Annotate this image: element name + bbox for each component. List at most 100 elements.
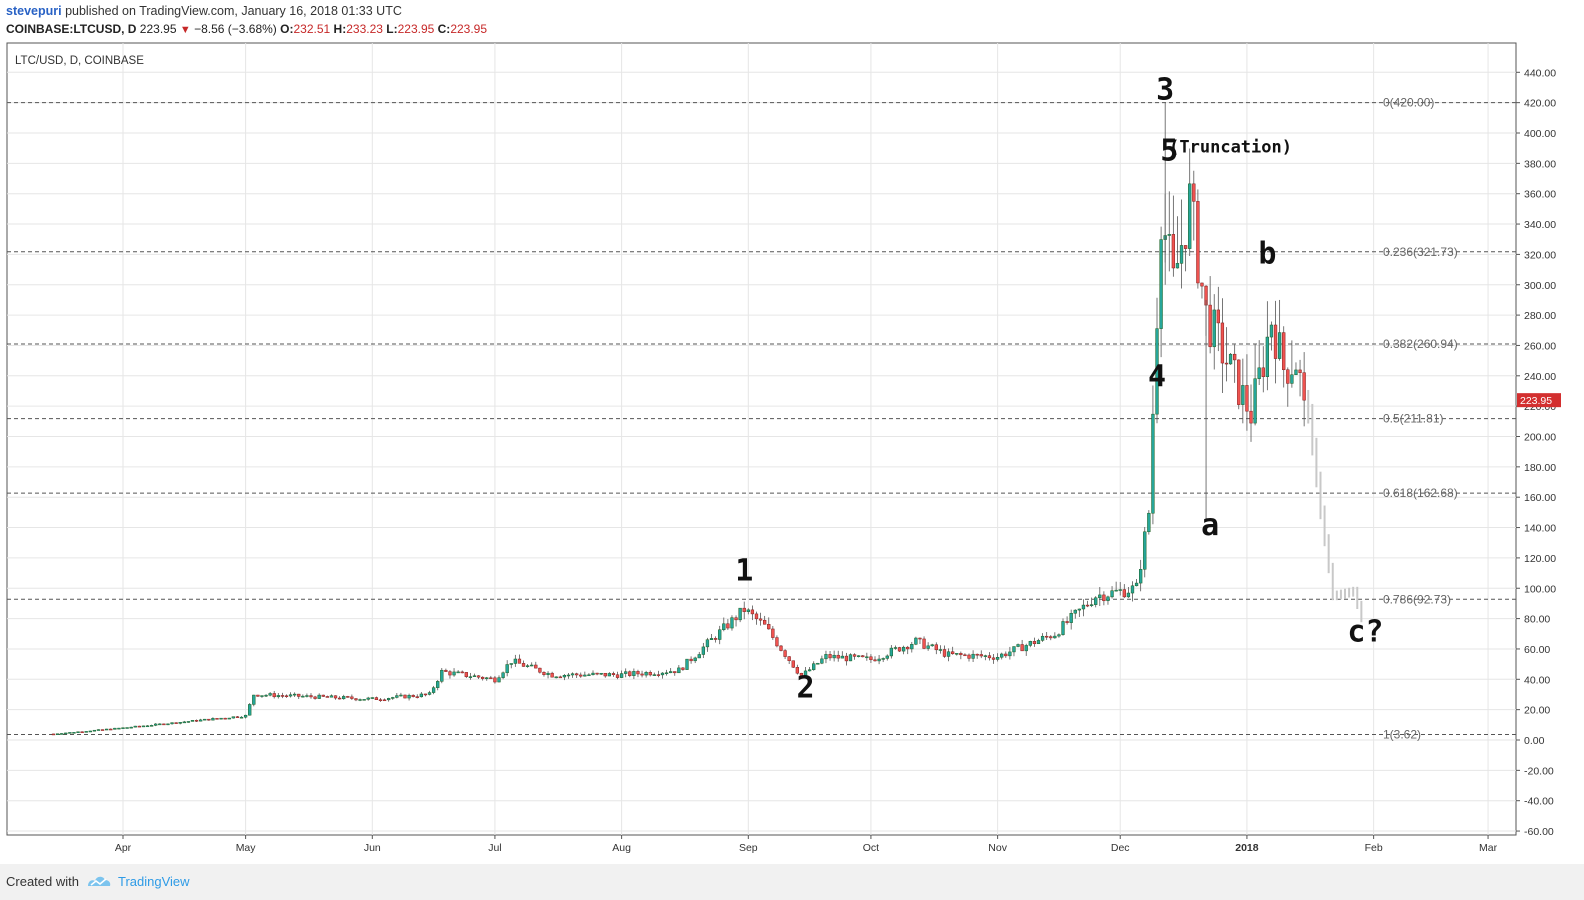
candle-body xyxy=(1286,369,1290,384)
candle-body xyxy=(1122,589,1126,598)
candle-body xyxy=(1261,367,1265,377)
candle-body xyxy=(460,671,464,674)
candle-body xyxy=(1175,263,1180,269)
candles-group xyxy=(51,102,1363,736)
y-tick-label: 180.00 xyxy=(1524,462,1556,474)
candle-body xyxy=(1077,608,1082,611)
x-tick-label: Jun xyxy=(364,842,381,854)
candle-body xyxy=(1265,336,1270,377)
candle-body xyxy=(154,723,158,726)
candle-body xyxy=(243,714,248,718)
fib-level-label: 0.236(321.73) xyxy=(1383,245,1458,259)
candle-body xyxy=(787,656,791,661)
high-value: 233.23 xyxy=(346,22,383,36)
candle-body xyxy=(149,725,154,727)
y-tick-label: 440.00 xyxy=(1524,67,1556,79)
y-tick-label: -40.00 xyxy=(1524,796,1554,808)
candle-body xyxy=(1208,304,1212,348)
candle-body xyxy=(276,695,280,698)
tradingview-link[interactable]: TradingView xyxy=(118,874,190,889)
candle-body xyxy=(1102,594,1106,602)
candle-body xyxy=(231,716,235,719)
candle-body xyxy=(325,696,330,698)
candle-body xyxy=(840,655,844,659)
candle-body xyxy=(337,697,342,700)
candle-body xyxy=(505,664,509,674)
x-tick-label: Sep xyxy=(739,842,758,854)
candle-body xyxy=(1147,512,1151,533)
y-tick-label: -60.00 xyxy=(1524,826,1554,838)
candle-body xyxy=(145,725,150,728)
candle-body xyxy=(636,671,640,675)
candle-body xyxy=(358,699,362,701)
candle-body xyxy=(391,697,395,699)
candle-body xyxy=(975,653,979,656)
candle-body xyxy=(624,671,628,674)
candle-body xyxy=(489,677,493,679)
price-chart[interactable]: 440.00420.00400.00380.00360.00340.00320.… xyxy=(0,0,1584,864)
candle-body xyxy=(374,697,379,700)
candle-body xyxy=(186,721,191,723)
candle-body xyxy=(775,637,779,647)
x-tick-label: 2018 xyxy=(1235,842,1259,854)
y-tick-label: 40.00 xyxy=(1524,674,1550,686)
candle-body xyxy=(113,727,117,730)
candle-body xyxy=(554,676,558,679)
candle-body xyxy=(76,731,80,733)
y-tick-label: 240.00 xyxy=(1524,371,1556,383)
candle-body xyxy=(395,695,399,698)
wave-label: 1 xyxy=(735,554,753,589)
candle-body xyxy=(873,659,877,662)
candle-body xyxy=(280,695,285,697)
candle-body xyxy=(1237,359,1241,405)
candle-body xyxy=(844,655,849,662)
publish-line: stevepuri published on TradingView.com, … xyxy=(6,4,402,18)
candle-body xyxy=(133,725,137,728)
candle-body xyxy=(955,653,959,655)
candle-body xyxy=(403,694,407,699)
candle-body xyxy=(521,663,526,667)
x-tick-label: Aug xyxy=(612,842,631,854)
candle-body xyxy=(897,647,902,652)
candle-body xyxy=(407,694,411,699)
candle-body xyxy=(125,727,129,729)
candle-body xyxy=(1228,353,1233,365)
candle-body xyxy=(1118,589,1122,591)
candle-body xyxy=(1249,410,1253,424)
candle-body xyxy=(558,676,562,679)
candle-body xyxy=(346,696,350,698)
candle-body xyxy=(816,662,820,665)
plot-area[interactable] xyxy=(6,42,1517,836)
candle-body xyxy=(824,654,828,660)
candle-body xyxy=(746,609,750,612)
candle-body xyxy=(566,674,571,677)
candle-body xyxy=(713,638,718,640)
candle-body xyxy=(546,672,550,675)
candle-body xyxy=(1245,385,1249,412)
candle-body xyxy=(791,660,795,668)
candle-body xyxy=(718,629,722,640)
y-tick-label: 300.00 xyxy=(1524,280,1556,292)
x-tick-label: Feb xyxy=(1365,842,1383,854)
candle-body xyxy=(415,696,419,698)
candle-body xyxy=(836,654,840,659)
candle-body xyxy=(272,693,276,698)
candle-body xyxy=(673,671,677,674)
candle-body xyxy=(260,695,264,697)
x-tick-label: Apr xyxy=(115,842,132,854)
candle-body xyxy=(1020,644,1024,652)
candle-body xyxy=(611,673,616,676)
candle-body xyxy=(603,672,607,677)
author-link[interactable]: stevepuri xyxy=(6,4,62,18)
candle-body xyxy=(1069,613,1073,623)
candle-body xyxy=(652,674,656,676)
candle-body xyxy=(922,638,926,649)
fib-level-label: 0.382(260.94) xyxy=(1383,337,1458,351)
candle-body xyxy=(587,674,591,677)
candle-body xyxy=(1302,372,1306,401)
candle-body xyxy=(1040,635,1045,641)
candle-body xyxy=(1143,531,1147,570)
candle-body xyxy=(591,672,595,676)
x-tick-label: Dec xyxy=(1111,842,1130,854)
candle-body xyxy=(987,655,992,659)
